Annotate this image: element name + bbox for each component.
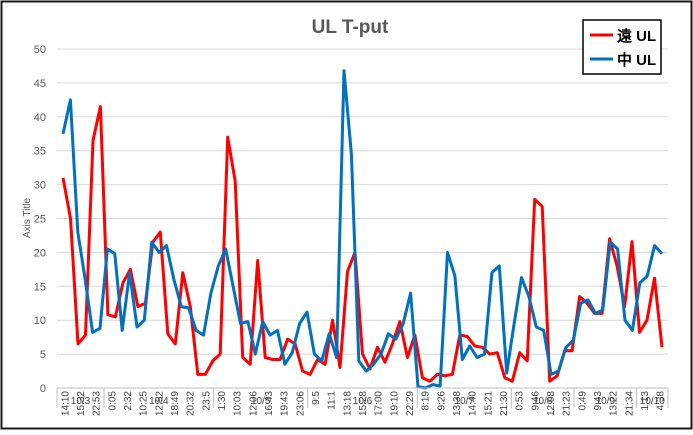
date-group-label: 10/5 (251, 396, 271, 407)
y-tick-label: 5 (40, 349, 46, 361)
x-tick-label: 13:18 (342, 391, 353, 416)
date-group-label: 10/4 (149, 396, 169, 407)
y-tick-label: 40 (34, 112, 46, 124)
legend-box (582, 19, 662, 75)
date-group-label: 10/3 (71, 396, 91, 407)
y-axis-ticks: 0 5 10 15 20 25 30 35 40 45 50 (34, 44, 46, 395)
x-tick-label: 21:34 (624, 391, 635, 416)
x-tick-label: 15:32 (76, 391, 87, 416)
x-tick-label: 1:30 (217, 391, 228, 411)
x-tick-label: 13:38 (452, 391, 463, 416)
x-tick-label: 12:08 (546, 391, 557, 416)
y-tick-label: 15 (34, 281, 46, 293)
x-tick-label: 9:43 (593, 391, 604, 411)
date-group-label: 10/7 (455, 396, 475, 407)
y-tick-label: 45 (34, 78, 46, 90)
x-tick-label: 18:49 (170, 391, 181, 416)
x-tick-label: 0:53 (515, 391, 526, 411)
y-tick-label: 50 (34, 44, 46, 56)
x-tick-label: 23:5 (201, 391, 212, 411)
x-tick-label: 9:26 (436, 391, 447, 411)
y-tick-label: 30 (34, 180, 46, 192)
x-axis: 14:10 15:32 22:53 0:05 2:32 10:25 12:52 18:49 20… (56, 387, 669, 416)
series-lines (61, 69, 664, 390)
x-tick-label: 19:43 (280, 391, 291, 416)
x-tick-label: 8:19 (421, 391, 432, 411)
x-tick-label: 14:40 (468, 391, 479, 416)
series-line-2 (61, 69, 664, 390)
x-tick-label: 12:06 (248, 391, 259, 416)
date-group-label: 10/9 (596, 396, 616, 407)
y-tick-label: 20 (34, 247, 46, 259)
x-tick-label: 15:28 (358, 391, 369, 416)
x-tick-label: 21:23 (562, 391, 573, 416)
chart-title: UL T-put (312, 17, 389, 38)
x-tick-label: 10:03 (233, 391, 244, 416)
x-tick-label: 0:05 (107, 391, 118, 411)
y-tick-label: 0 (40, 383, 46, 395)
x-tick-label: 9:46 (530, 391, 541, 411)
y-tick-label: 10 (34, 315, 46, 327)
x-tick-label: 9:5 (311, 391, 322, 405)
x-tick-label: 2:32 (123, 391, 134, 411)
x-tick-label: 23:06 (295, 391, 306, 416)
gridlines (57, 48, 668, 355)
x-tick-label: 16:43 (264, 391, 275, 416)
legend: 遠 UL 中 UL (582, 19, 662, 75)
y-tick-label: 25 (34, 214, 46, 226)
date-group-label: 10/8 (533, 396, 553, 407)
x-tick-label: 15:21 (483, 391, 494, 416)
x-tick-label: 1:13 (640, 391, 651, 411)
x-tick-label: 19:10 (389, 391, 400, 416)
x-tick-label: 17:00 (374, 391, 385, 416)
x-tick-label: 21:30 (499, 391, 510, 416)
x-tick-label: 11:1 (327, 391, 338, 410)
y-tick-label: 35 (34, 146, 46, 158)
date-group-label: 10/6 (353, 396, 373, 407)
x-tick-label: 12:52 (154, 391, 165, 416)
x-tick-label: 22:29 (405, 391, 416, 416)
x-tick-label: 4:38 (656, 391, 667, 411)
x-tick-label: 20:32 (186, 391, 197, 416)
legend-label-series-2: 中 UL (617, 51, 656, 69)
x-tick-label: 14:10 (60, 391, 71, 416)
date-group-label: 10/10 (640, 396, 665, 407)
y-axis-label: Axis Title (22, 198, 33, 238)
legend-label-series-1: 遠 UL (617, 27, 656, 45)
x-tick-label: 10:25 (139, 391, 150, 416)
x-tick-label: 0:49 (577, 391, 588, 411)
x-tick-label: 22:53 (92, 391, 103, 416)
x-tick-label: 13:22 (609, 391, 620, 416)
